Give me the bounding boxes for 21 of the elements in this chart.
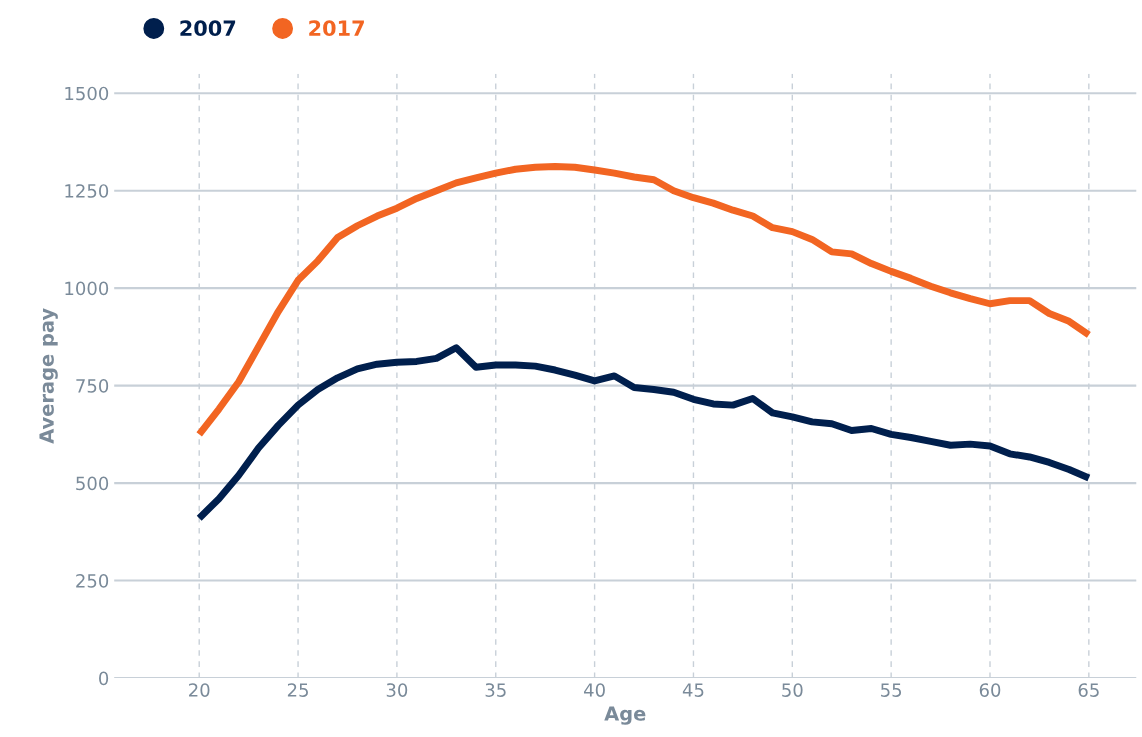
x-tick-label: 35 xyxy=(485,683,506,697)
y-tick-label: 250 xyxy=(76,574,109,588)
y-tick-label: 500 xyxy=(76,476,109,491)
y-tick-label: 1250 xyxy=(65,184,109,198)
x-tick-label: 65 xyxy=(1078,683,1099,697)
y-tick-label: 750 xyxy=(76,379,109,393)
y-tick-label: 1500 xyxy=(65,86,109,101)
legend-label: 2007 xyxy=(180,20,236,37)
y-tick-label: 1000 xyxy=(65,281,109,296)
x-tick-label: 25 xyxy=(287,683,308,697)
y-axis-title: Average pay xyxy=(39,308,58,444)
x-tick-label: 20 xyxy=(189,683,210,697)
x-axis-title: Age xyxy=(604,706,646,725)
x-tick-label: 55 xyxy=(881,683,902,697)
x-tick-label: 50 xyxy=(782,683,803,697)
x-tick-label: 40 xyxy=(584,683,605,697)
y-tick-label: 0 xyxy=(99,671,109,686)
x-tick-label: 45 xyxy=(682,683,704,697)
legend-label: 2017 xyxy=(309,20,364,37)
x-tick-label: 30 xyxy=(386,683,408,697)
x-tick-label: 60 xyxy=(979,683,1001,697)
